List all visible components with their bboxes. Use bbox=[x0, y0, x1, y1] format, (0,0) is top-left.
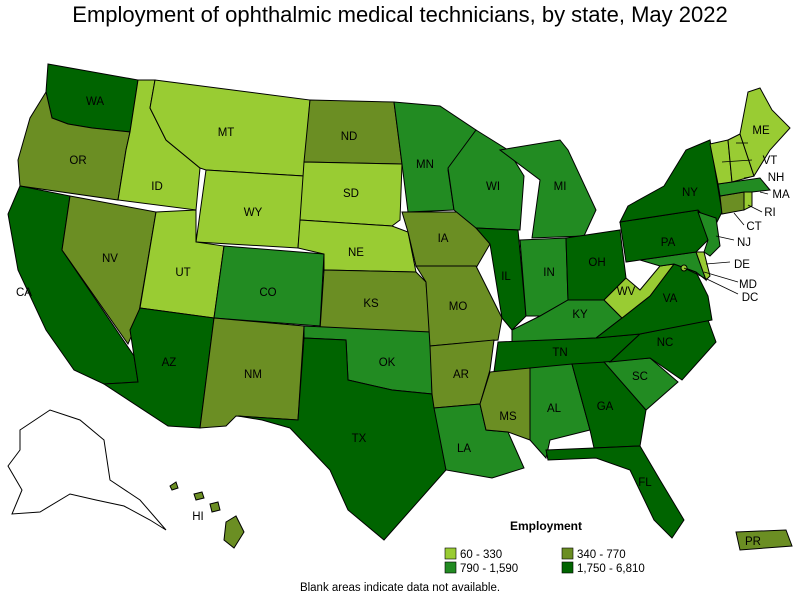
legend-title: Employment bbox=[510, 519, 582, 533]
label-az: AZ bbox=[162, 357, 177, 369]
state-tx[interactable] bbox=[237, 337, 447, 541]
label-ne: NE bbox=[348, 247, 364, 259]
label-mo: MO bbox=[449, 301, 468, 313]
state-fl[interactable] bbox=[545, 445, 685, 539]
label-co: CO bbox=[259, 287, 276, 299]
label-ok: OK bbox=[379, 357, 396, 369]
label-ms: MS bbox=[499, 411, 517, 423]
label-sd: SD bbox=[343, 188, 359, 200]
legend-swatch-3 bbox=[561, 561, 574, 574]
state-co[interactable] bbox=[213, 245, 325, 327]
label-al: AL bbox=[547, 403, 562, 415]
label-dc: DC bbox=[742, 292, 759, 304]
label-ia: IA bbox=[438, 233, 449, 245]
label-mt: MT bbox=[218, 127, 235, 139]
state-nj[interactable] bbox=[697, 211, 721, 257]
leader-lines bbox=[683, 142, 769, 295]
label-nj: NJ bbox=[737, 237, 751, 249]
label-ks: KS bbox=[363, 298, 379, 310]
label-nh: NH bbox=[768, 172, 785, 184]
footnote: Blank areas indicate data not available. bbox=[299, 582, 501, 594]
state-ri[interactable] bbox=[743, 191, 753, 211]
label-ct: CT bbox=[746, 221, 761, 233]
label-ny: NY bbox=[682, 187, 698, 199]
state-me[interactable] bbox=[739, 87, 791, 178]
label-nv: NV bbox=[102, 253, 118, 265]
legend-swatch-0 bbox=[444, 547, 457, 560]
label-id: ID bbox=[151, 181, 163, 193]
label-in: IN bbox=[543, 267, 555, 279]
legend-label-3: 1,750 - 6,810 bbox=[577, 563, 645, 575]
state-ak[interactable] bbox=[7, 409, 167, 531]
label-wi: WI bbox=[486, 181, 500, 193]
legend: Employment 60 - 330 790 - 1,590 340 - 77… bbox=[444, 519, 645, 575]
label-va: VA bbox=[663, 293, 678, 305]
label-il: IL bbox=[501, 271, 511, 283]
label-mn: MN bbox=[416, 159, 434, 171]
label-pa: PA bbox=[661, 237, 676, 249]
label-ca: CA bbox=[16, 287, 32, 299]
label-fl: FL bbox=[638, 477, 652, 489]
state-ms[interactable] bbox=[479, 367, 531, 441]
label-wv: WV bbox=[617, 286, 636, 298]
label-hi: HI bbox=[192, 511, 204, 523]
legend-swatch-2 bbox=[444, 561, 457, 574]
label-me: ME bbox=[752, 125, 770, 137]
map-title: Employment of ophthalmic medical technic… bbox=[72, 2, 728, 27]
label-ut: UT bbox=[175, 267, 190, 279]
state-pr[interactable] bbox=[735, 529, 793, 551]
label-nc: NC bbox=[657, 337, 674, 349]
label-wa: WA bbox=[86, 96, 104, 108]
state-mi[interactable] bbox=[498, 139, 597, 239]
label-wy: WY bbox=[244, 207, 263, 219]
label-la: LA bbox=[457, 443, 471, 455]
legend-label-0: 60 - 330 bbox=[460, 549, 502, 561]
label-nd: ND bbox=[341, 131, 358, 143]
legend-swatch-1 bbox=[561, 547, 574, 560]
state-mo[interactable] bbox=[415, 265, 503, 347]
label-ri: RI bbox=[764, 207, 776, 219]
state-hi[interactable] bbox=[169, 481, 245, 549]
label-mi: MI bbox=[554, 181, 567, 193]
legend-label-2: 790 - 1,590 bbox=[460, 563, 518, 575]
legend-label-1: 340 - 770 bbox=[577, 549, 626, 561]
label-tx: TX bbox=[352, 433, 367, 445]
state-labels: WA OR CA NV ID MT WY UT AZ CO NM ND SD N… bbox=[16, 96, 790, 548]
label-ga: GA bbox=[597, 401, 614, 413]
label-oh: OH bbox=[588, 257, 605, 269]
label-vt: VT bbox=[763, 155, 778, 167]
label-md: MD bbox=[739, 279, 757, 291]
label-ar: AR bbox=[453, 369, 469, 381]
label-de: DE bbox=[734, 259, 750, 271]
label-tn: TN bbox=[552, 347, 567, 359]
state-sd[interactable] bbox=[299, 161, 403, 227]
label-ky: KY bbox=[572, 309, 588, 321]
label-or: OR bbox=[69, 155, 86, 167]
label-nm: NM bbox=[244, 369, 262, 381]
label-ma: MA bbox=[772, 189, 790, 201]
state-wi[interactable] bbox=[447, 129, 525, 231]
label-sc: SC bbox=[632, 371, 648, 383]
label-pr: PR bbox=[745, 536, 761, 548]
